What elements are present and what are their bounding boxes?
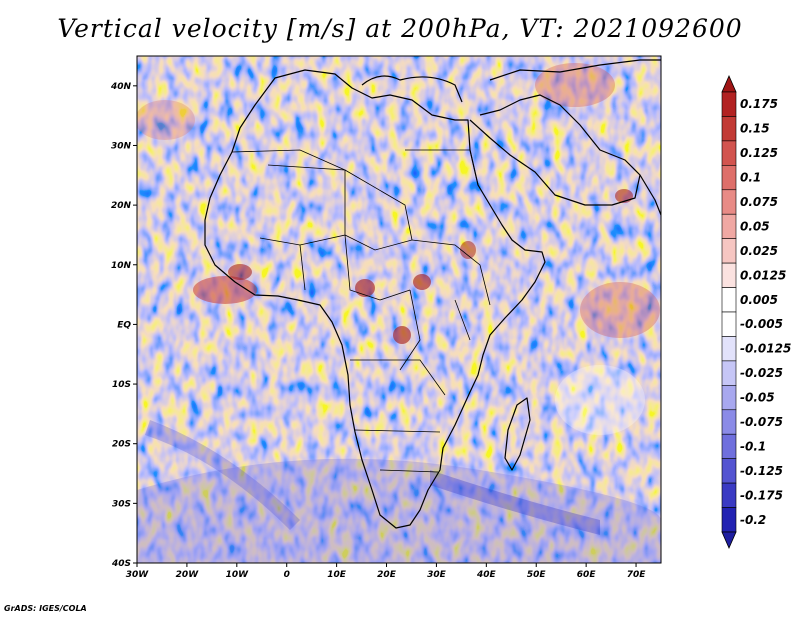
lat-tick-label: 30N: [111, 141, 132, 151]
colorbar-swatch: [721, 311, 737, 337]
colorbar-swatch: [721, 409, 737, 435]
colorbar-label: -0.125: [740, 464, 783, 478]
map-title: Vertical velocity [m/s] at 200hPa, VT: 2…: [57, 14, 743, 43]
colorbar-swatch: [721, 287, 737, 313]
colorbar-swatch: [721, 140, 737, 166]
lon-tick-label: 50E: [527, 570, 547, 580]
colorbar-swatch: [721, 116, 737, 142]
colorbar-swatch: [721, 213, 737, 239]
velocity-field: [137, 56, 661, 563]
lat-tick-label: 10S: [112, 380, 131, 390]
lat-tick-label: 40S: [111, 559, 131, 569]
colorbar-swatch: [721, 507, 737, 533]
lat-tick-label: 20N: [111, 201, 132, 211]
colorbar-label: 0.075: [740, 195, 778, 209]
lat-tick-label: 30S: [112, 499, 131, 509]
country-borders: [231, 149, 491, 473]
colorbar-swatch: [721, 189, 737, 215]
colorbar-swatch: [721, 165, 737, 191]
colorbar-swatch: [721, 385, 737, 411]
lon-tick-label: 40E: [476, 570, 497, 580]
colorbar-label: -0.1: [740, 439, 766, 453]
coastlines: [204, 59, 661, 529]
colorbar-label: -0.025: [740, 366, 783, 380]
colorbar-swatch: [721, 91, 737, 117]
colorbar-label: 0.125: [740, 146, 778, 160]
colorbar-label: 0.05: [740, 219, 770, 233]
lat-tick-label: 20S: [112, 440, 131, 450]
lat-tick-label: 10N: [111, 261, 132, 271]
lat-tick-label: 40N: [110, 82, 132, 92]
lon-tick-label: 20W: [176, 570, 200, 580]
lat-tick-label: EQ: [117, 320, 131, 330]
lon-tick-label: 70E: [627, 570, 647, 580]
colorbar-label: 0.0125: [740, 268, 786, 282]
lon-tick-label: 30E: [427, 570, 447, 580]
lon-tick-label: 10E: [327, 570, 347, 580]
colorbar-label: 0.025: [740, 244, 778, 258]
lon-tick-label: 0: [284, 570, 290, 580]
colorbar-swatch: [721, 262, 737, 288]
latitude-axis: 40N 30N 20N 10N EQ 10S 20S 30S 40S: [110, 82, 137, 569]
colorbar-swatch: [721, 458, 737, 484]
lon-tick-label: 20E: [377, 570, 397, 580]
grads-credit: GrADS: IGES/COLA: [4, 604, 87, 613]
colorbar-top-arrow: [721, 75, 737, 93]
colorbar-label: -0.05: [740, 391, 775, 405]
colorbar-label: -0.005: [740, 317, 783, 331]
colorbar-label: -0.075: [740, 415, 783, 429]
colorbar-label: -0.2: [740, 513, 766, 527]
lon-tick-label: 60E: [577, 570, 597, 580]
colorbar-swatch: [721, 360, 737, 386]
colorbar-swatch: [721, 433, 737, 459]
colorbar-bottom-arrow: [721, 531, 737, 549]
longitude-axis: 30W 20W 10W 0 10E 20E 30E 40E 50E 60E 70E: [126, 563, 646, 580]
colorbar-label: 0.1: [740, 171, 761, 185]
colorbar-label: 0.15: [740, 122, 770, 136]
colorbar-label: -0.175: [740, 488, 783, 502]
lon-tick-label: 30W: [126, 570, 150, 580]
colorbar-swatch: [721, 482, 737, 508]
colorbar-label: -0.0125: [740, 342, 791, 356]
colorbar-label: 0.175: [740, 97, 778, 111]
lon-tick-label: 10W: [226, 570, 250, 580]
colorbar-swatch: [721, 238, 737, 264]
colorbar-swatch: [721, 336, 737, 362]
colorbar: 0.175 0.15 0.125 0.1 0.075 0.05 0.025 0.0125 0.0…: [721, 75, 791, 549]
colorbar-label: 0.005: [740, 293, 778, 307]
map-frame: [136, 55, 662, 564]
